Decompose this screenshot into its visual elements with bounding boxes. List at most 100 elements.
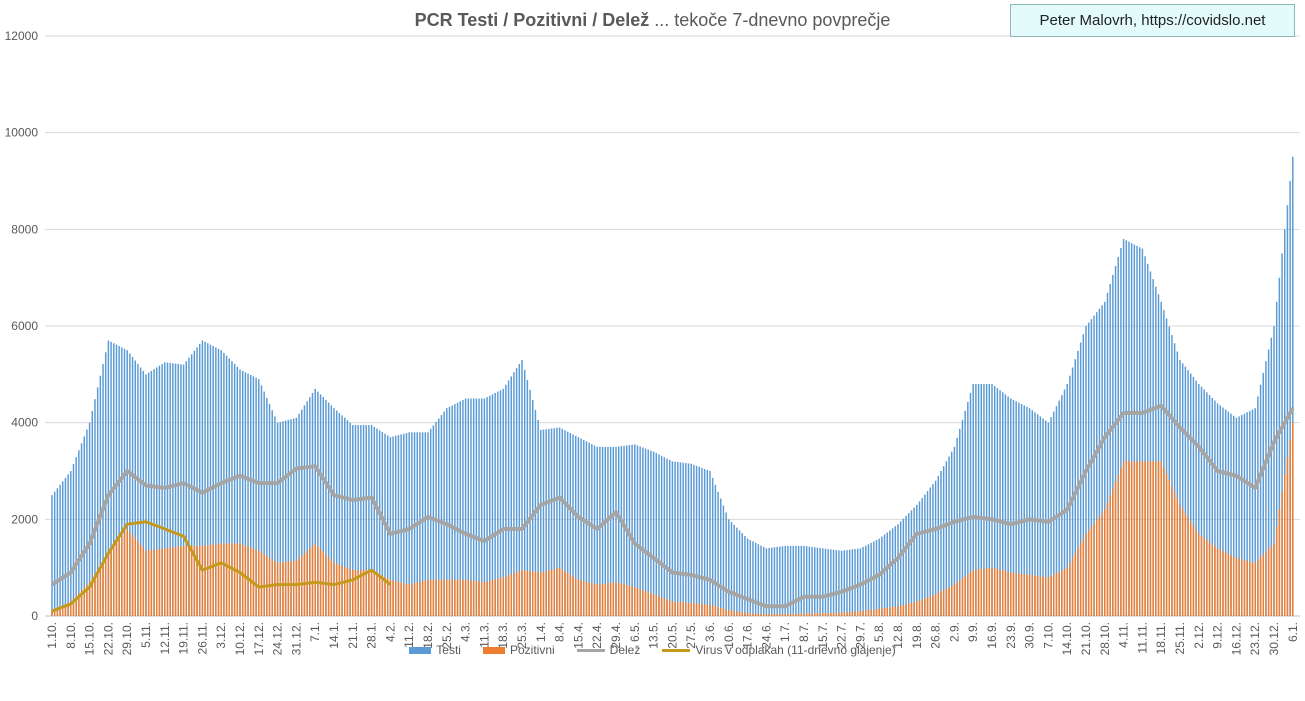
bar-testi: [617, 446, 620, 616]
bar-testi: [583, 439, 585, 616]
x-tick-label: 25.3.: [515, 622, 529, 649]
bar-testi: [521, 359, 523, 616]
bar-pozitivni: [1275, 526, 1278, 616]
bar-pozitivni: [166, 547, 169, 616]
bar-testi: [999, 390, 1001, 616]
bar-pozitivni: [185, 545, 188, 616]
y-tick-label: 4000: [11, 416, 38, 430]
bar-testi: [985, 384, 988, 616]
bar-testi: [591, 444, 593, 616]
bar-pozitivni: [443, 579, 445, 616]
bar-pozitivni: [1036, 575, 1039, 616]
x-tick-label: 2.12.: [1192, 622, 1206, 649]
bar-pozitivni: [376, 572, 378, 616]
bar-pozitivni: [523, 570, 526, 616]
bar-testi: [628, 445, 631, 616]
bar-testi: [513, 372, 515, 616]
bar-testi: [1275, 301, 1278, 616]
bar-testi: [497, 391, 499, 616]
bar-pozitivni: [346, 568, 349, 616]
chart-title: PCR Testi / Pozitivni / Delež ... tekoče…: [0, 10, 1305, 31]
bar-pozitivni: [499, 578, 502, 616]
bar-pozitivni: [722, 608, 725, 616]
bar-testi: [856, 548, 859, 616]
bar-pozitivni: [897, 606, 899, 616]
bar-testi: [1251, 409, 1254, 616]
bar-pozitivni: [478, 581, 480, 616]
bar-pozitivni: [258, 550, 260, 616]
bar-testi: [395, 435, 397, 616]
bar-testi: [545, 429, 547, 616]
bar-pozitivni: [942, 590, 945, 616]
bars: [51, 156, 1294, 617]
bar-testi: [792, 545, 794, 616]
bar-testi: [126, 350, 128, 616]
bar-testi: [107, 340, 110, 616]
bar-pozitivni: [397, 581, 400, 616]
bar-pozitivni: [365, 570, 367, 616]
bar-pozitivni: [381, 575, 384, 616]
bar-testi: [287, 419, 290, 616]
bar-pozitivni: [505, 576, 507, 616]
bar-pozitivni: [561, 569, 564, 616]
x-tick-label: 29.10.: [120, 622, 134, 655]
bar-pozitivni: [666, 599, 668, 616]
bar-pozitivni: [56, 608, 59, 616]
bar-pozitivni: [370, 570, 373, 616]
x-tick-label: 30.12.: [1267, 622, 1281, 655]
bar-pozitivni: [642, 590, 644, 616]
bar-testi: [891, 528, 894, 616]
bar-pozitivni: [677, 601, 679, 616]
bar-pozitivni: [961, 578, 964, 616]
bar-testi: [368, 425, 370, 616]
bar-testi: [550, 428, 553, 616]
bar-pozitivni: [993, 568, 996, 616]
bar-pozitivni: [233, 543, 236, 616]
bar-testi: [1047, 422, 1050, 616]
bar-pozitivni: [851, 611, 854, 616]
x-tick-label: 23.12.: [1248, 622, 1262, 655]
bar-testi: [537, 419, 539, 616]
bar-testi: [376, 428, 378, 616]
bar-testi: [1171, 334, 1173, 616]
bar-pozitivni: [709, 604, 711, 616]
bar-pozitivni: [599, 584, 601, 616]
bar-testi: [472, 398, 475, 616]
x-tick-label: 8.10.: [64, 622, 78, 649]
bar-pozitivni: [1190, 521, 1192, 616]
bar-testi: [258, 379, 260, 616]
bar-testi: [1190, 373, 1192, 616]
bar-testi: [174, 363, 177, 616]
bar-testi: [1249, 410, 1251, 616]
bar-testi: [440, 415, 443, 616]
bar-pozitivni: [123, 532, 126, 616]
bar-pozitivni: [1090, 526, 1093, 616]
bar-pozitivni: [454, 579, 456, 616]
bar-testi: [325, 399, 327, 616]
bar-testi: [110, 341, 112, 616]
bar-testi: [1002, 392, 1004, 616]
bar-testi: [268, 404, 271, 616]
bar-pozitivni: [169, 547, 171, 616]
bar-pozitivni: [1114, 482, 1117, 616]
bar-pozitivni: [650, 593, 652, 616]
bar-pozitivni: [1112, 488, 1114, 616]
bar-testi: [671, 461, 674, 616]
bar-pozitivni: [67, 602, 69, 616]
bar-pozitivni: [1047, 577, 1050, 616]
bar-testi: [797, 545, 800, 616]
bar-testi: [690, 463, 692, 616]
bar-testi: [711, 477, 714, 616]
bar-pozitivni: [403, 583, 405, 616]
bar-testi: [403, 433, 405, 616]
bar-testi: [899, 521, 902, 616]
bar-testi: [776, 546, 778, 616]
bar-pozitivni: [64, 604, 67, 616]
bar-pozitivni: [1069, 562, 1071, 616]
bar-pozitivni: [1267, 549, 1270, 616]
bar-testi: [470, 398, 472, 616]
bar-pozitivni: [647, 592, 649, 616]
bar-testi: [1238, 416, 1240, 616]
x-tick-label: 6.5.: [628, 622, 642, 642]
bar-pozitivni: [701, 604, 703, 616]
